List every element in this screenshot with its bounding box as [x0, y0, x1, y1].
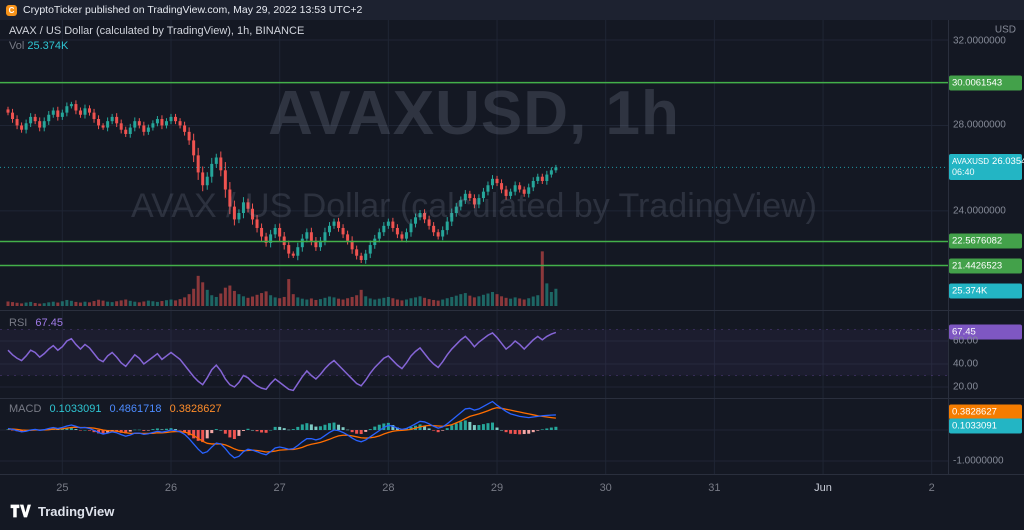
volume-axis-badge: 25.374K: [949, 283, 1022, 299]
brand-name: TradingView: [38, 503, 115, 519]
time-label: 25: [56, 482, 69, 494]
rsi-label: RSI: [9, 317, 28, 329]
grid-layer: [0, 20, 948, 474]
rsi-axis-badge: 67.45: [949, 324, 1022, 340]
macd-line-value: 0.4861718: [109, 403, 162, 415]
macd-hist-badge: 0.1033091: [949, 418, 1022, 434]
attribution-text: CryptoTicker published on TradingView.co…: [23, 4, 363, 16]
tradingview-brand[interactable]: TradingView: [10, 503, 114, 519]
level-label-30: 30.0061543: [949, 75, 1022, 91]
time-scale[interactable]: 25 26 27 28 29 30 31 Jun 2: [0, 478, 948, 500]
pane-dividers: [0, 20, 1024, 475]
main-legend[interactable]: AVAX / US Dollar (calculated by TradingV…: [9, 25, 304, 52]
rsi-line-layer: [7, 331, 557, 392]
time-label: 26: [164, 482, 178, 494]
macd-signal-value: 0.3828627: [169, 403, 222, 415]
symbol-title: AVAX / US Dollar (calculated by TradingV…: [9, 25, 305, 37]
currency-label: USD: [994, 24, 1016, 36]
last-price-value: 26.0354656: [992, 156, 1024, 167]
candles-layer: [6, 100, 558, 264]
rsi-value: 67.45: [35, 317, 63, 329]
rsi-legend[interactable]: RSI 67.45: [9, 317, 68, 329]
time-label: 2: [928, 482, 935, 494]
bar-countdown: 06:40: [952, 167, 975, 177]
level-label-225: 22.5676082: [949, 233, 1022, 249]
price-tick-32: 32.0000000: [953, 35, 1006, 47]
volume-legend: Vol 25.374K: [9, 40, 304, 52]
rsi-tick-60: 60.00: [953, 335, 979, 347]
time-label: 30: [599, 482, 612, 494]
time-label: Jun: [814, 482, 832, 494]
macd-hist-value: 0.1033091: [49, 403, 102, 415]
price-scale[interactable]: USD 32.0000000 30.0061543 28.0000000 AVA…: [948, 0, 1024, 500]
volume-label: Vol: [9, 40, 25, 52]
macd-lines-layer: [7, 400, 556, 459]
macd-label: MACD: [9, 403, 42, 415]
cryptoticker-logo-icon: C: [6, 4, 17, 16]
macd-hist-layer: [6, 420, 558, 443]
time-label: 28: [382, 482, 395, 494]
volume-layer: [6, 251, 558, 306]
time-label: 29: [490, 482, 504, 494]
rsi-tick-20: 20.00: [953, 381, 979, 393]
macd-signal-badge: 0.3828627: [949, 404, 1022, 420]
price-tick-24: 24.0000000: [953, 205, 1006, 217]
level-lines-layer: [0, 81, 948, 267]
attribution-header: C CryptoTicker published on TradingView.…: [0, 0, 1024, 20]
time-label: 27: [273, 482, 286, 494]
price-tick-28: 28.0000000: [953, 119, 1006, 131]
tradingview-logo-icon: [10, 504, 31, 518]
rsi-tick-40: 40.00: [953, 358, 979, 370]
macd-legend[interactable]: MACD 0.1033091 0.4861718 0.3828627: [9, 403, 227, 415]
volume-value: 25.374K: [27, 40, 69, 52]
last-price-symbol: AVAXUSD: [952, 157, 990, 166]
level-label-214: 21.4426523: [949, 258, 1022, 274]
macd-tick-neg1: -1.0000000: [953, 455, 1004, 467]
time-label: 31: [708, 482, 721, 494]
